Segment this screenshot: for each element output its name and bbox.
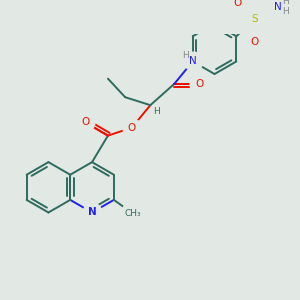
Text: H: H (282, 0, 289, 6)
Text: O: O (81, 117, 89, 128)
Text: O: O (128, 123, 136, 133)
Text: S: S (252, 14, 258, 24)
Text: O: O (195, 79, 203, 89)
Text: H: H (283, 8, 289, 16)
Text: N: N (189, 56, 196, 66)
Text: O: O (251, 37, 259, 46)
Text: N: N (88, 208, 96, 218)
Text: H: H (182, 51, 189, 60)
Text: N: N (274, 2, 281, 12)
Text: CH₃: CH₃ (124, 208, 141, 217)
Text: O: O (233, 0, 242, 8)
Text: H: H (154, 107, 160, 116)
